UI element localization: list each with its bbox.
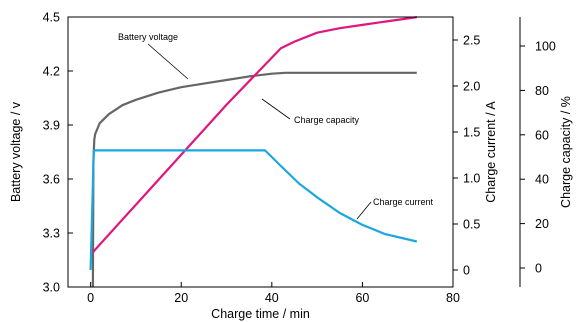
voltage-tick-label: 3.6 <box>43 173 60 187</box>
voltage-tick-label: 3.9 <box>43 119 60 133</box>
annotation-leader-capacity <box>262 99 290 119</box>
capacity-tick-label: 40 <box>535 173 549 187</box>
x-tick-label: 80 <box>446 291 460 305</box>
current-tick-label: 1.0 <box>463 172 480 186</box>
current-tick-label: 1.5 <box>463 126 480 140</box>
voltage-tick-label: 3.0 <box>43 281 60 295</box>
capacity-tick-label: 100 <box>535 40 556 54</box>
annotation-battery-voltage: Battery voltage <box>118 32 178 42</box>
current-tick-label: 2.5 <box>463 34 480 48</box>
annotation-leader-voltage <box>148 44 188 79</box>
capacity-tick-label: 20 <box>535 217 549 231</box>
series-layer <box>91 17 417 287</box>
current-axis-label: Charge current / A <box>484 101 498 203</box>
x-tick-label: 40 <box>265 291 279 305</box>
capacity-axis-label: Charge capacity / % <box>559 96 573 208</box>
annotation-leader-current <box>357 202 371 219</box>
voltage-axis-label: Battery voltage / v <box>9 101 23 202</box>
current-tick-label: 0 <box>463 264 470 278</box>
x-tick-label: 20 <box>174 291 188 305</box>
x-tick-label: 0 <box>87 291 94 305</box>
voltage-tick-label: 4.5 <box>43 11 60 25</box>
current-tick-label: 0.5 <box>463 218 480 232</box>
series-line-capacity <box>91 17 417 255</box>
capacity-tick-label: 80 <box>535 84 549 98</box>
x-tick-label: 60 <box>355 291 369 305</box>
current-tick-label: 2.0 <box>463 80 480 94</box>
x-axis-label: Charge time / min <box>211 307 310 321</box>
capacity-tick-label: 0 <box>535 262 542 276</box>
annotation-charge-capacity: Charge capacity <box>294 115 360 125</box>
voltage-tick-label: 3.3 <box>43 227 60 241</box>
plot-frame <box>68 17 453 287</box>
annotation-charge-current: Charge current <box>373 197 434 207</box>
series-line-voltage <box>93 73 417 287</box>
capacity-tick-label: 60 <box>535 128 549 142</box>
voltage-tick-label: 4.2 <box>43 65 60 79</box>
series-line-current <box>91 150 417 270</box>
annotation-layer: Battery voltage Charge capacity Charge cur… <box>118 32 434 219</box>
